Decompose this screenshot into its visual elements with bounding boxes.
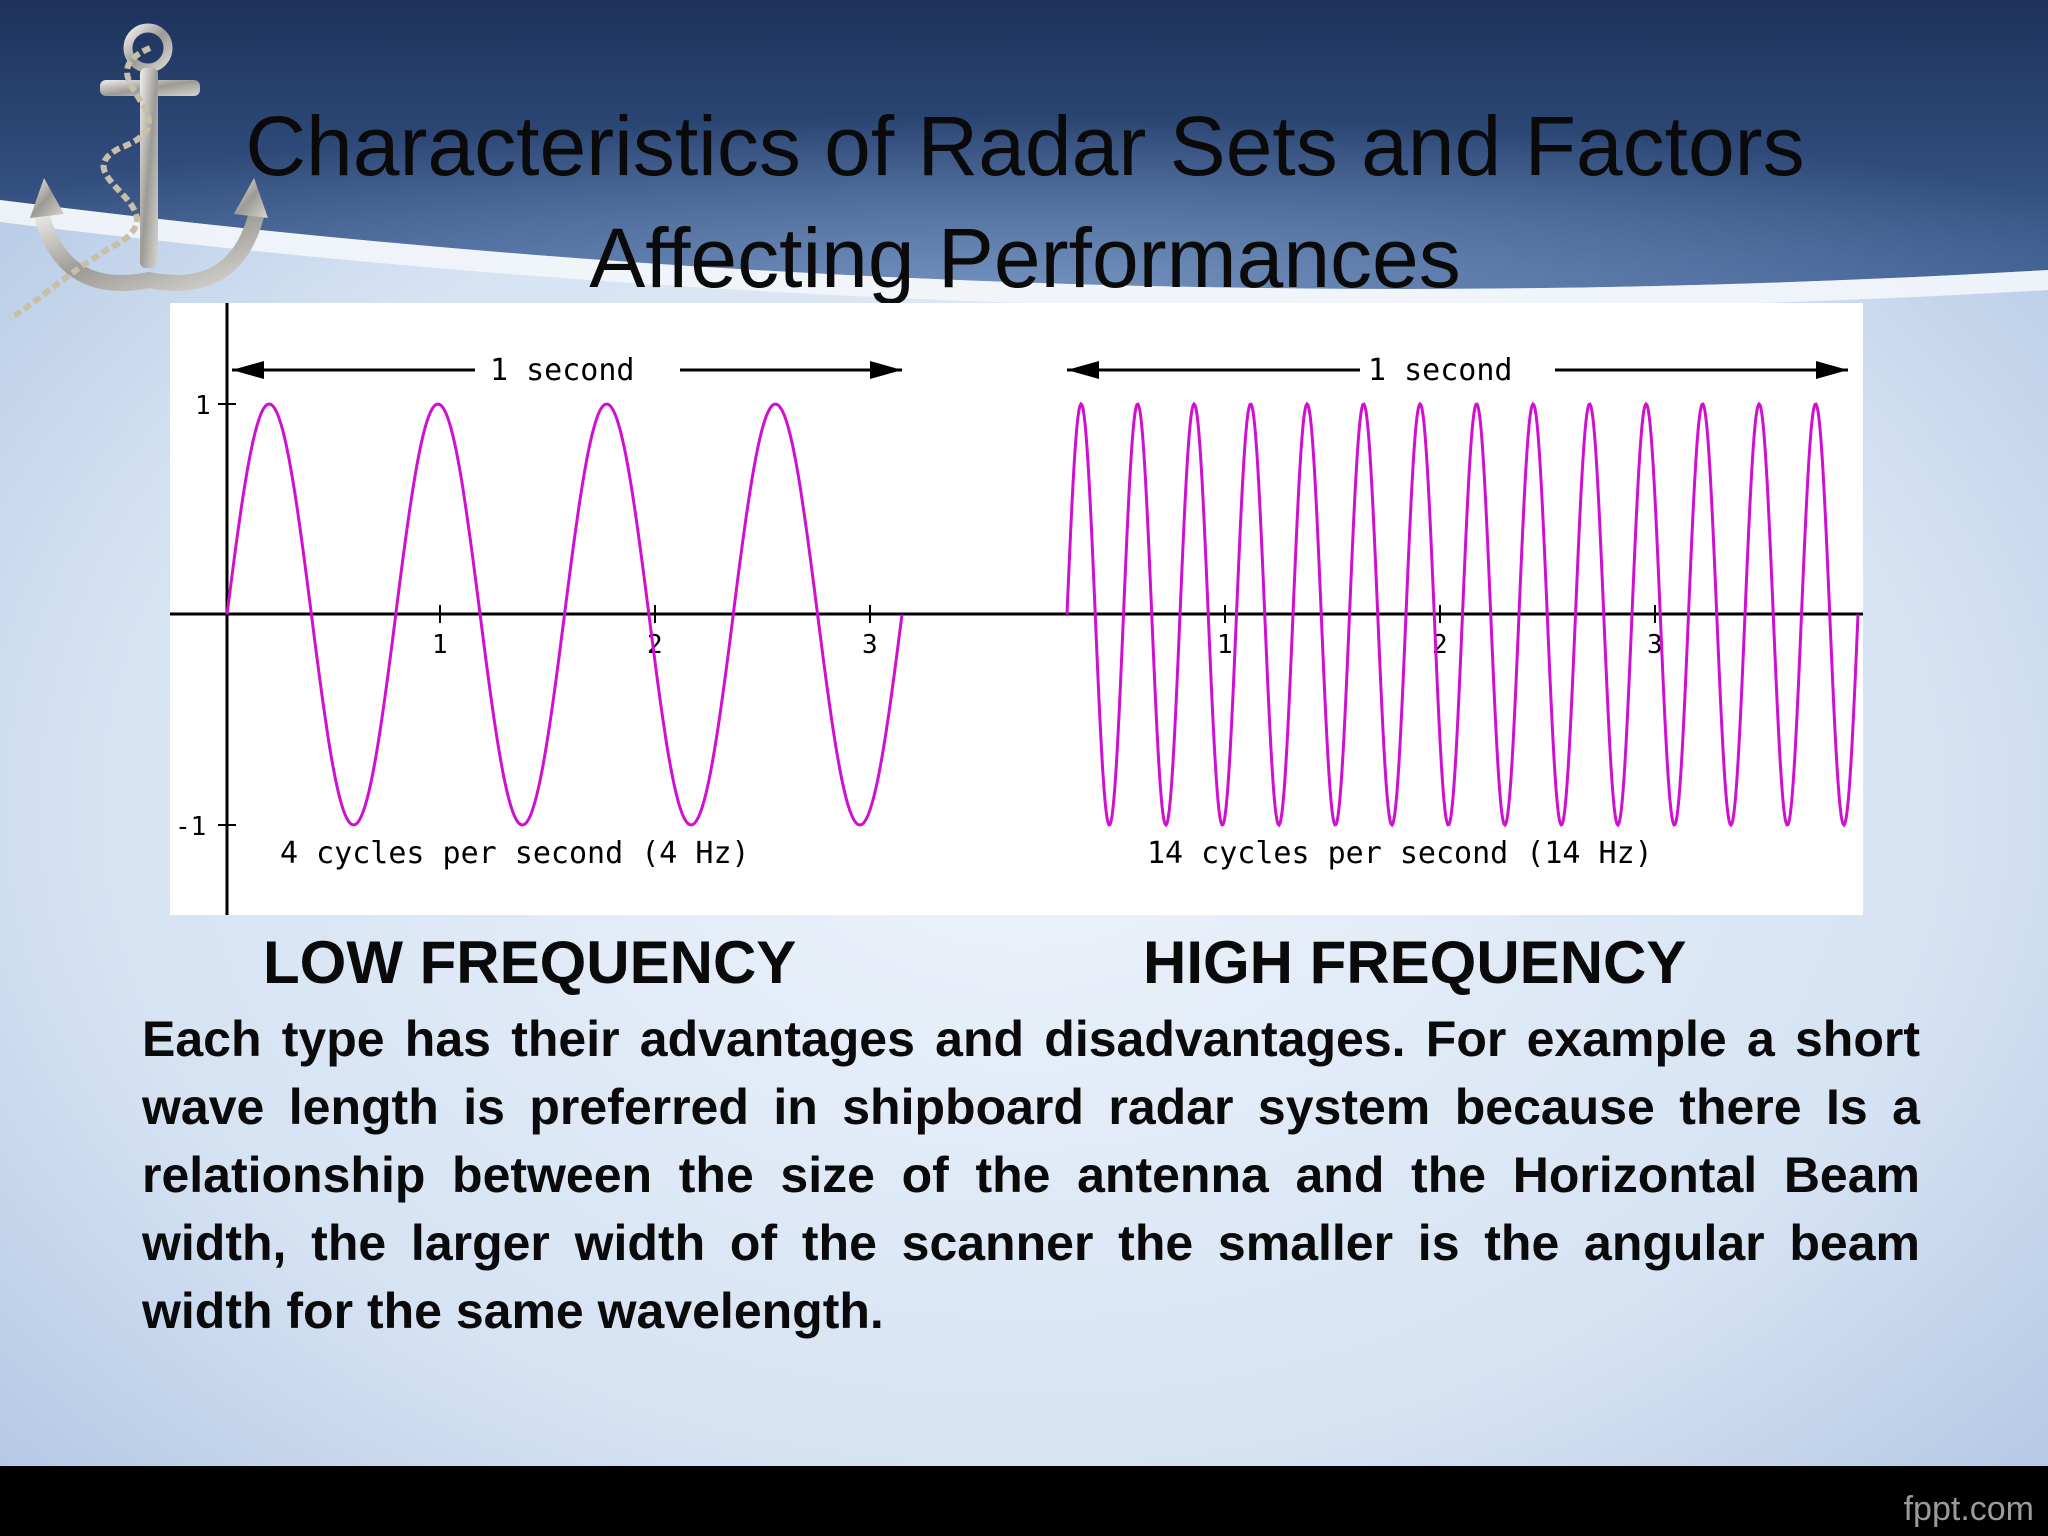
chart-background <box>170 303 1863 915</box>
series-line-14hz <box>1065 401 1860 828</box>
series-line-4hz <box>225 402 904 827</box>
high-frequency-label: HIGH FREQUENCY <box>1143 929 1687 996</box>
low-frequency-label: LOW FREQUENCY <box>263 929 797 996</box>
x-tick-label-left-3: 3 <box>862 630 878 660</box>
frequency-chart: 1 -1 1 2 3 1 2 3 1 second 1 second 4 cyc… <box>170 303 1863 915</box>
span-label-right: 1 second <box>1368 353 1513 388</box>
x-tick-label-right-3: 3 <box>1647 630 1663 660</box>
x-tick-label-right-1: 1 <box>1217 630 1233 660</box>
span-label-left: 1 second <box>490 353 635 388</box>
caption-14hz: 14 cycles per second (14 Hz) <box>1147 836 1653 871</box>
body-paragraph: Each type has their advantages and disad… <box>142 1011 1920 1339</box>
y-tick-label-1: 1 <box>195 391 211 421</box>
anchor-icon <box>8 23 268 321</box>
footer-bar <box>0 1466 2048 1536</box>
y-tick-label-minus-1: -1 <box>175 812 206 842</box>
caption-4hz: 4 cycles per second (4 Hz) <box>280 836 750 871</box>
span-arrow-right <box>1067 361 1848 379</box>
span-arrow-left <box>232 361 902 379</box>
slide-title: Characteristics of Radar Sets and Factor… <box>245 99 1805 305</box>
footer-brand: fppt.com <box>1903 1490 2034 1528</box>
x-tick-label-left-1: 1 <box>432 630 448 660</box>
